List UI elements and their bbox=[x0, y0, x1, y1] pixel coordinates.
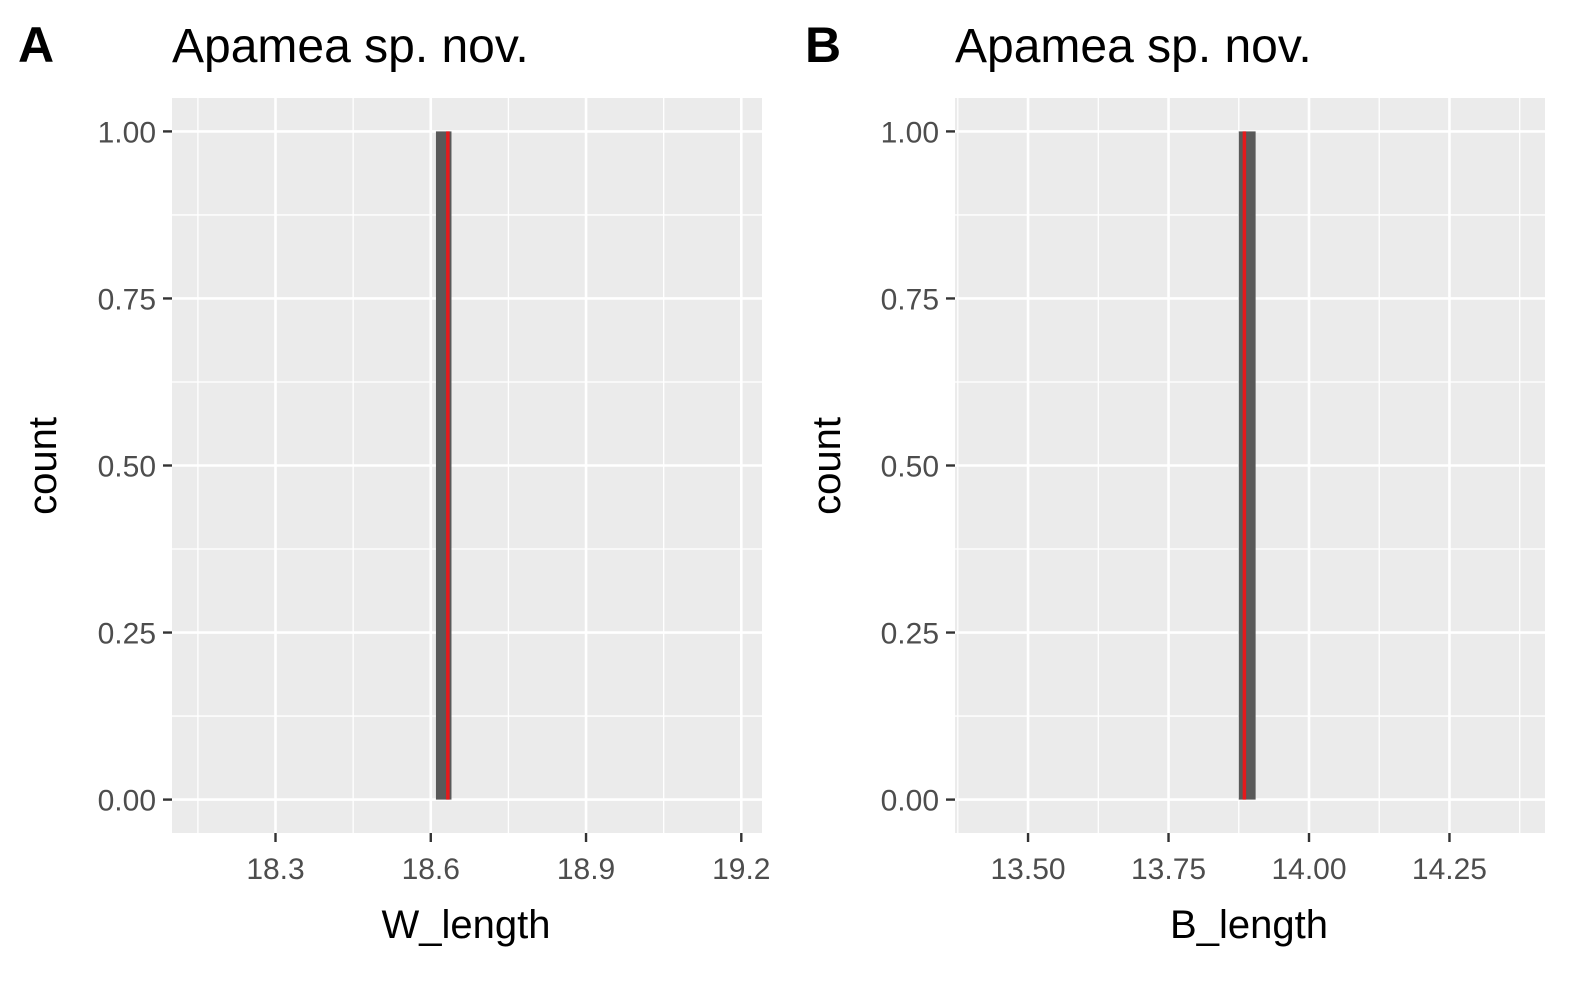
panel-b: B Apamea sp. nov. 0.00 0.25 0.50 0.75 1.00 13… bbox=[805, 17, 1545, 947]
panel-b-x-tick-label-1: 13.75 bbox=[1131, 853, 1206, 886]
panel-a-x-tick-label-1: 18.6 bbox=[402, 853, 460, 886]
panel-a-plot-area: 0.00 0.25 0.50 0.75 1.00 18.3 18.6 18.9 19.2 bbox=[98, 98, 770, 886]
panel-a-label: A bbox=[18, 17, 54, 73]
panel-a-x-tick-label-0: 18.3 bbox=[246, 853, 304, 886]
panel-b-histogram-bar-0 bbox=[1238, 131, 1256, 800]
panel-b-y-tick-label-0: 0.00 bbox=[881, 785, 939, 818]
panel-b-label: B bbox=[805, 17, 841, 73]
panel-b-y-tick-label-2: 0.50 bbox=[881, 451, 939, 484]
panel-b-x-tick-label-0: 13.50 bbox=[991, 853, 1066, 886]
panel-a-x-tick-label-3: 19.2 bbox=[712, 853, 770, 886]
panel-a-y-axis-title: count bbox=[21, 417, 65, 515]
panel-b-plot-area: 0.00 0.25 0.50 0.75 1.00 13.50 13.75 14.00 14.25 bbox=[881, 98, 1545, 886]
panel-a-y-tick-label-0: 0.00 bbox=[98, 785, 156, 818]
panel-a: A Apamea sp. nov. 0.00 0.25 0.50 0.75 1.00 18… bbox=[18, 17, 770, 947]
panel-a-title: Apamea sp. nov. bbox=[172, 20, 529, 73]
panel-a-y-tick-label-4: 1.00 bbox=[98, 116, 156, 149]
panel-b-y-tick-label-3: 0.75 bbox=[881, 283, 939, 316]
panel-a-clipped-layer bbox=[172, 98, 762, 833]
panel-a-x-axis-title: W_length bbox=[382, 903, 551, 947]
panel-b-title: Apamea sp. nov. bbox=[955, 20, 1312, 73]
panel-a-y-tick-label-3: 0.75 bbox=[98, 283, 156, 316]
panel-a-y-tick-label-1: 0.25 bbox=[98, 618, 156, 651]
panel-b-clipped-layer bbox=[955, 98, 1545, 833]
panel-b-x-tick-label-2: 14.00 bbox=[1271, 853, 1346, 886]
panel-b-y-tick-label-1: 0.25 bbox=[881, 618, 939, 651]
panel-b-x-axis-title: B_length bbox=[1170, 903, 1328, 947]
panel-a-y-tick-label-2: 0.50 bbox=[98, 451, 156, 484]
panel-a-x-tick-label-2: 18.9 bbox=[557, 853, 615, 886]
panel-b-y-axis-title: count bbox=[805, 417, 849, 515]
panel-b-y-tick-label-4: 1.00 bbox=[881, 116, 939, 149]
panel-b-x-tick-label-3: 14.25 bbox=[1412, 853, 1487, 886]
